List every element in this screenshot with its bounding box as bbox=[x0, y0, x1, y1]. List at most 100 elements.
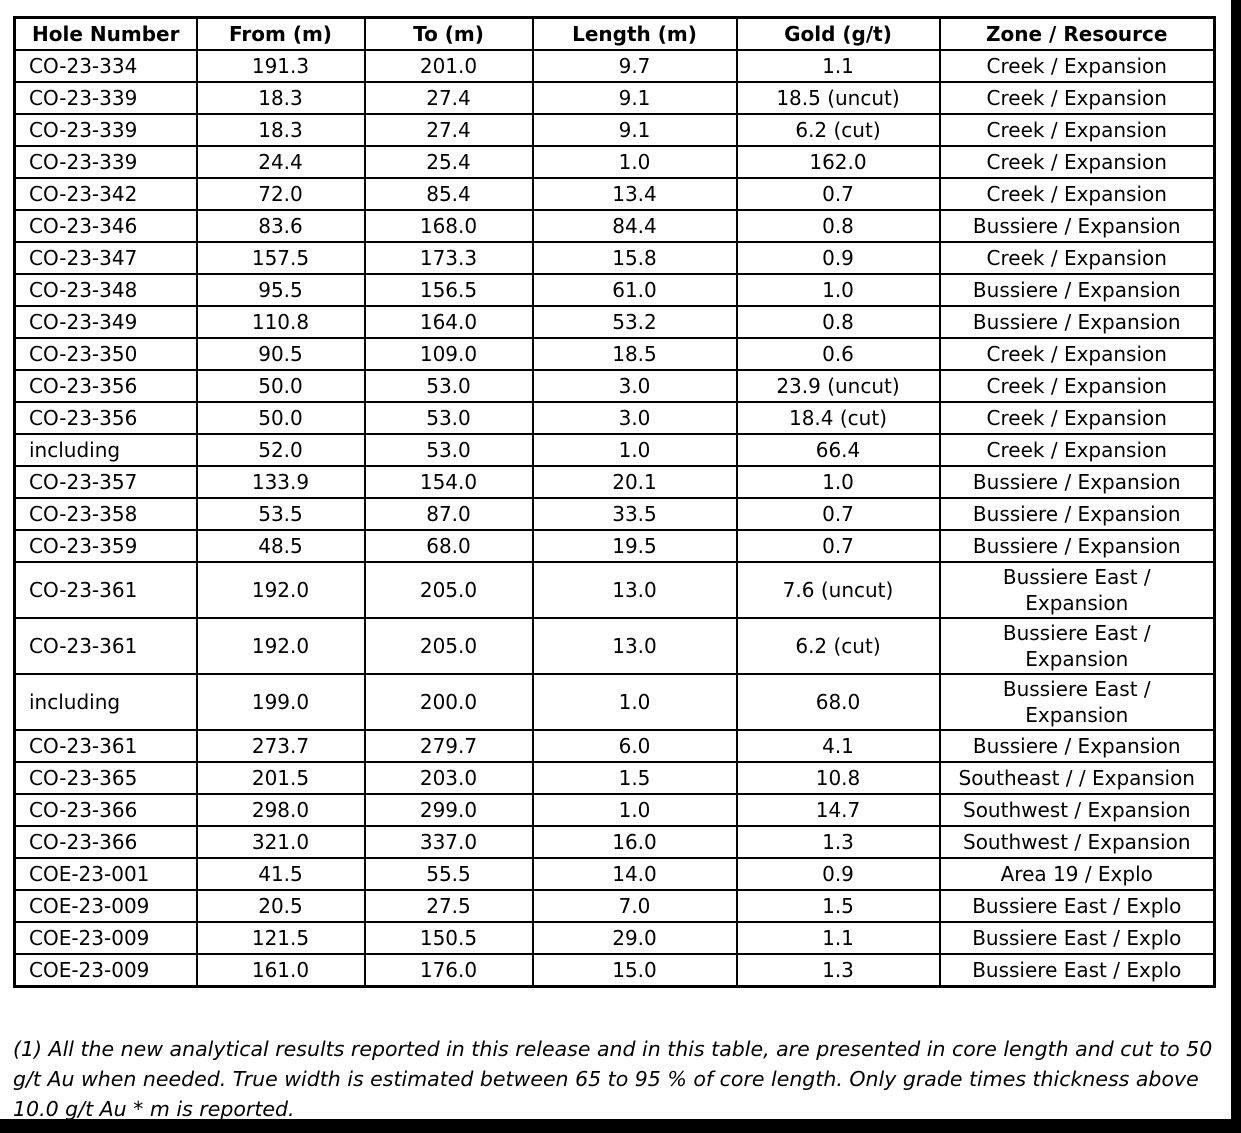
table-row: CO-23-350 90.5 109.0 18.5 0.6 Creek / Expansi… bbox=[13, 337, 1216, 371]
cell-length: 13.0 bbox=[531, 561, 738, 619]
table-row: CO-23-349 110.8 164.0 53.2 0.8 Bussiere / Exp… bbox=[13, 305, 1216, 339]
cell-length: 9.1 bbox=[531, 81, 738, 115]
page-edge-bottom-bar bbox=[0, 1119, 1241, 1133]
cell-from: 191.3 bbox=[195, 49, 366, 83]
cell-to: 154.0 bbox=[363, 465, 534, 499]
cell-zone: Bussiere East / Expansion bbox=[938, 673, 1216, 731]
cell-gold: 68.0 bbox=[735, 673, 941, 731]
cell-to: 279.7 bbox=[363, 729, 534, 763]
cell-gold: 4.1 bbox=[735, 729, 941, 763]
cell-gold: 1.1 bbox=[735, 49, 941, 83]
cell-to: 173.3 bbox=[363, 241, 534, 275]
cell-from: 52.0 bbox=[195, 433, 366, 467]
cell-zone: Southeast / / Expansion bbox=[938, 761, 1216, 795]
cell-length: 3.0 bbox=[531, 369, 738, 403]
cell-to: 299.0 bbox=[363, 793, 534, 827]
cell-length: 16.0 bbox=[531, 825, 738, 859]
cell-hole: CO-23-359 bbox=[13, 529, 198, 563]
cell-to: 68.0 bbox=[363, 529, 534, 563]
cell-to: 53.0 bbox=[363, 369, 534, 403]
table-row: CO-23-339 18.3 27.4 9.1 6.2 (cut) Creek / Exp… bbox=[13, 113, 1216, 147]
cell-zone: Creek / Expansion bbox=[938, 177, 1216, 211]
table-row: CO-23-358 53.5 87.0 33.5 0.7 Bussiere / Expan… bbox=[13, 497, 1216, 531]
cell-from: 50.0 bbox=[195, 369, 366, 403]
cell-to: 109.0 bbox=[363, 337, 534, 371]
cell-zone: Creek / Expansion bbox=[938, 145, 1216, 179]
cell-hole: including bbox=[13, 433, 198, 467]
cell-hole: CO-23-356 bbox=[13, 369, 198, 403]
cell-hole: CO-23-350 bbox=[13, 337, 198, 371]
table-row: CO-23-334 191.3 201.0 9.7 1.1 Creek / Expansi… bbox=[13, 49, 1216, 83]
header-length: Length (m) bbox=[531, 16, 738, 51]
cell-from: 53.5 bbox=[195, 497, 366, 531]
cell-to: 27.4 bbox=[363, 81, 534, 115]
cell-zone: Creek / Expansion bbox=[938, 433, 1216, 467]
cell-from: 90.5 bbox=[195, 337, 366, 371]
cell-gold: 1.3 bbox=[735, 953, 941, 988]
cell-to: 53.0 bbox=[363, 401, 534, 435]
cell-to: 85.4 bbox=[363, 177, 534, 211]
table-row: CO-23-366 321.0 337.0 16.0 1.3 Southwest / Ex… bbox=[13, 825, 1216, 859]
cell-from: 161.0 bbox=[195, 953, 366, 988]
cell-hole: CO-23-347 bbox=[13, 241, 198, 275]
cell-zone: Area 19 / Explo bbox=[938, 857, 1216, 891]
table-row: CO-23-366 298.0 299.0 1.0 14.7 Southwest / Ex… bbox=[13, 793, 1216, 827]
header-zone-resource: Zone / Resource bbox=[938, 16, 1216, 51]
cell-length: 9.7 bbox=[531, 49, 738, 83]
cell-from: 41.5 bbox=[195, 857, 366, 891]
cell-gold: 1.1 bbox=[735, 921, 941, 955]
cell-zone: Creek / Expansion bbox=[938, 337, 1216, 371]
table-row: including 199.0 200.0 1.0 68.0 Bussiere East … bbox=[13, 673, 1216, 731]
cell-from: 157.5 bbox=[195, 241, 366, 275]
cell-length: 61.0 bbox=[531, 273, 738, 307]
cell-zone: Bussiere East / Expansion bbox=[938, 617, 1216, 675]
cell-gold: 162.0 bbox=[735, 145, 941, 179]
cell-hole: COE-23-001 bbox=[13, 857, 198, 891]
cell-to: 203.0 bbox=[363, 761, 534, 795]
cell-gold: 0.8 bbox=[735, 209, 941, 243]
table-row: CO-23-347 157.5 173.3 15.8 0.9 Creek / Expans… bbox=[13, 241, 1216, 275]
cell-gold: 0.7 bbox=[735, 529, 941, 563]
cell-to: 337.0 bbox=[363, 825, 534, 859]
table-header-row: Hole Number From (m) To (m) Length (m) G… bbox=[13, 16, 1216, 51]
cell-length: 20.1 bbox=[531, 465, 738, 499]
cell-to: 25.4 bbox=[363, 145, 534, 179]
results-table-body: CO-23-334 191.3 201.0 9.7 1.1 Creek / Expansi… bbox=[13, 49, 1216, 988]
cell-zone: Creek / Expansion bbox=[938, 401, 1216, 435]
cell-length: 29.0 bbox=[531, 921, 738, 955]
cell-to: 168.0 bbox=[363, 209, 534, 243]
cell-hole: CO-23-356 bbox=[13, 401, 198, 435]
cell-length: 15.8 bbox=[531, 241, 738, 275]
cell-hole: CO-23-342 bbox=[13, 177, 198, 211]
cell-gold: 6.2 (cut) bbox=[735, 617, 941, 675]
table-row: CO-23-346 83.6 168.0 84.4 0.8 Bussiere / Expa… bbox=[13, 209, 1216, 243]
cell-to: 53.0 bbox=[363, 433, 534, 467]
cell-from: 192.0 bbox=[195, 561, 366, 619]
cell-hole: CO-23-361 bbox=[13, 561, 198, 619]
cell-hole: COE-23-009 bbox=[13, 953, 198, 988]
header-hole-number: Hole Number bbox=[13, 16, 198, 51]
table-row: CO-23-348 95.5 156.5 61.0 1.0 Bussiere / Expa… bbox=[13, 273, 1216, 307]
drill-results-table: Hole Number From (m) To (m) Length (m) G… bbox=[13, 16, 1216, 988]
table-row: CO-23-342 72.0 85.4 13.4 0.7 Creek / Expansio… bbox=[13, 177, 1216, 211]
cell-zone: Creek / Expansion bbox=[938, 369, 1216, 403]
cell-length: 33.5 bbox=[531, 497, 738, 531]
cell-gold: 1.0 bbox=[735, 273, 941, 307]
cell-from: 121.5 bbox=[195, 921, 366, 955]
cell-hole: CO-23-349 bbox=[13, 305, 198, 339]
table-row: CO-23-365 201.5 203.0 1.5 10.8 Southeast / / … bbox=[13, 761, 1216, 795]
cell-zone: Bussiere East / Expansion bbox=[938, 561, 1216, 619]
cell-to: 55.5 bbox=[363, 857, 534, 891]
cell-from: 298.0 bbox=[195, 793, 366, 827]
cell-gold: 0.7 bbox=[735, 177, 941, 211]
cell-from: 273.7 bbox=[195, 729, 366, 763]
cell-length: 1.0 bbox=[531, 433, 738, 467]
cell-gold: 18.4 (cut) bbox=[735, 401, 941, 435]
cell-to: 201.0 bbox=[363, 49, 534, 83]
cell-to: 164.0 bbox=[363, 305, 534, 339]
cell-to: 176.0 bbox=[363, 953, 534, 988]
cell-to: 27.4 bbox=[363, 113, 534, 147]
cell-from: 110.8 bbox=[195, 305, 366, 339]
cell-length: 3.0 bbox=[531, 401, 738, 435]
cell-gold: 0.9 bbox=[735, 241, 941, 275]
